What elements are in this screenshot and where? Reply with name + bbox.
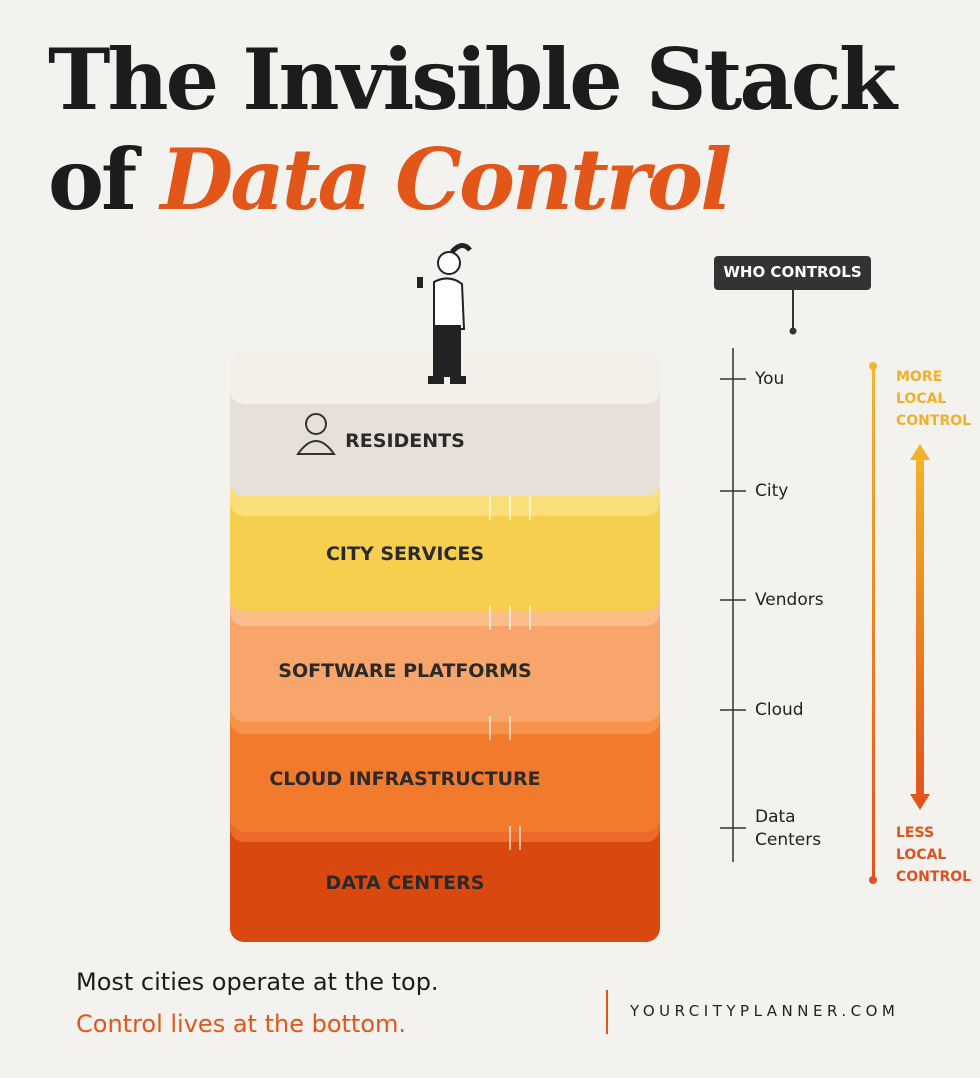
title-line: of Data Control xyxy=(48,138,732,222)
control-item: Data Centers xyxy=(755,807,822,850)
control-item: City xyxy=(755,481,789,501)
layer-label: CLOUD INFRASTRUCTURE xyxy=(269,768,541,790)
scale-line xyxy=(872,366,875,880)
control-item: Cloud xyxy=(755,700,804,720)
heading-box xyxy=(714,256,871,290)
connectors xyxy=(489,495,531,850)
person-icon xyxy=(296,413,336,455)
layer-label: CITY SERVICES xyxy=(325,543,485,565)
title-prefix: of xyxy=(48,130,137,229)
layer-label: RESIDENTS xyxy=(345,430,465,452)
footer-line: Most cities operate at the top. xyxy=(76,968,439,996)
layer-label: DATA CENTERS xyxy=(325,872,485,894)
scale-dot xyxy=(869,876,877,884)
scale-arrow xyxy=(910,444,930,810)
pointer-dot xyxy=(789,327,797,335)
title-highlight: Data Control xyxy=(160,130,732,229)
slab xyxy=(230,352,660,496)
scale-dot xyxy=(869,362,877,370)
timeline xyxy=(720,348,746,862)
controls-heading: WHO CONTROLS xyxy=(723,263,862,281)
layer-label: SOFTWARE PLATFORMS xyxy=(278,660,532,682)
footer-url: YOURCITYPLANNER.COM xyxy=(630,1002,900,1020)
scale-bottom-label: LESS LOCAL CONTROL xyxy=(896,825,972,885)
scale-top-label: MORE LOCAL CONTROL xyxy=(896,369,972,429)
person-figure xyxy=(417,243,472,384)
control-item: Vendors xyxy=(755,590,824,610)
footer-line: Control lives at the bottom. xyxy=(76,1010,407,1038)
title-line: The Invisible Stack xyxy=(48,30,897,129)
control-item: You xyxy=(755,369,785,389)
